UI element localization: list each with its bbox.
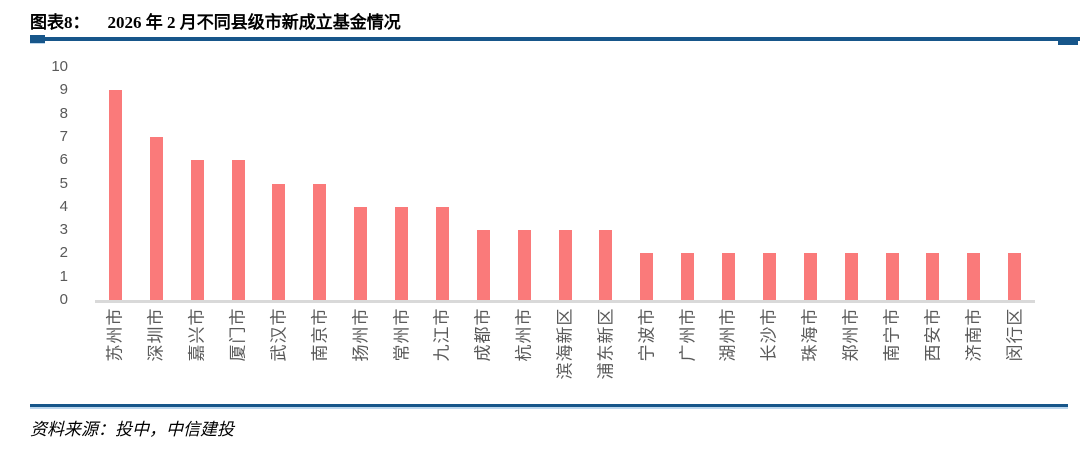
x-axis-label: 滨海新区 [555, 307, 575, 380]
x-axis-label: 成都市 [473, 307, 493, 362]
x-axis-label: 九江市 [432, 307, 452, 362]
x-axis-label: 深圳市 [146, 307, 166, 362]
bar-column [667, 67, 708, 300]
footer-rule [30, 404, 1068, 409]
x-axis-label: 常州市 [392, 307, 412, 362]
source-note: 资料来源：投中，中信建投 [30, 420, 234, 439]
bar [803, 253, 817, 300]
bar-column [463, 67, 504, 300]
bar [885, 253, 899, 300]
bar [558, 230, 572, 300]
x-axis-label: 南宁市 [882, 307, 902, 362]
figure-header: 图表8： 2026 年 2 月不同县级市新成立基金情况 [30, 8, 401, 33]
y-axis-tick-label: 0 [59, 291, 68, 308]
bar-column [136, 67, 177, 300]
bar [681, 253, 695, 300]
bar-column [340, 67, 381, 300]
figure-number-label: 图表8： [30, 13, 90, 32]
x-axis-label: 西安市 [923, 307, 943, 362]
bar-column [831, 67, 872, 300]
header-rule [30, 35, 1080, 45]
x-axis-label: 扬州市 [351, 307, 371, 362]
bar [844, 253, 858, 300]
bar-column [872, 67, 913, 300]
bar-column [708, 67, 749, 300]
bar-column [545, 67, 586, 300]
bar-chart: 10 9 8 7 6 5 4 3 2 1 0 苏州市 深圳市 嘉兴市 厦门市 武汉市 南京市 扬州市 常州市 九江市… [40, 58, 1048, 400]
bar [313, 183, 327, 300]
bar-column [913, 67, 954, 300]
bar [108, 90, 122, 300]
y-axis-tick-label: 1 [59, 267, 68, 285]
figure-title: 2026 年 2 月不同县级市新成立基金情况 [107, 13, 401, 32]
x-axis-label: 珠海市 [800, 307, 820, 362]
x-axis-label: 济南市 [964, 307, 984, 362]
bar [395, 206, 409, 300]
bar-column [790, 67, 831, 300]
header-rule-left-cap [30, 35, 45, 44]
x-axis-label: 长沙市 [759, 307, 779, 362]
bar [722, 253, 736, 300]
bar-column [218, 67, 259, 300]
y-axis-tick-label: 8 [59, 104, 68, 122]
bar-column [177, 67, 218, 300]
y-axis-tick-label: 10 [51, 58, 68, 75]
bar-column [259, 67, 300, 300]
bar-column [749, 67, 790, 300]
bar-column [626, 67, 667, 300]
bar [231, 160, 245, 300]
x-axis-label: 杭州市 [514, 307, 534, 362]
y-axis-tick-label: 2 [59, 244, 68, 262]
plot-area [95, 67, 1035, 303]
x-axis-label: 嘉兴市 [187, 307, 207, 362]
bar [435, 206, 449, 300]
bar [517, 230, 531, 300]
y-axis-tick-label: 4 [59, 197, 68, 215]
bar-column [994, 67, 1035, 300]
bar-column [586, 67, 627, 300]
bar [149, 136, 163, 300]
x-axis-label: 浦东新区 [596, 307, 616, 380]
bar [762, 253, 776, 300]
bar-column [953, 67, 994, 300]
x-axis-label: 苏州市 [105, 307, 125, 362]
x-axis-label: 武汉市 [269, 307, 289, 362]
bar [926, 253, 940, 300]
x-axis-label: 厦门市 [228, 307, 248, 362]
bar-column [299, 67, 340, 300]
bar [599, 230, 613, 300]
x-axis-label: 宁波市 [637, 307, 657, 362]
x-axis-label: 广州市 [678, 307, 698, 362]
y-axis-tick-label: 7 [59, 127, 68, 145]
header-rule-right-cap [1058, 37, 1078, 45]
bar [476, 230, 490, 300]
x-axis-label: 南京市 [310, 307, 330, 362]
bar-column [381, 67, 422, 300]
bar-column [422, 67, 463, 300]
bar [1008, 253, 1022, 300]
bar [640, 253, 654, 300]
bar-column [95, 67, 136, 300]
x-axis-label: 闵行区 [1005, 307, 1025, 362]
bar [272, 183, 286, 300]
y-axis-tick-label: 6 [59, 151, 68, 169]
x-axis-label: 湖州市 [718, 307, 738, 362]
y-axis-tick-label: 9 [59, 81, 68, 99]
bar [190, 160, 204, 300]
bar [967, 253, 981, 300]
x-axis-label: 郑州市 [841, 307, 861, 362]
y-axis-tick-label: 5 [59, 174, 68, 192]
bar-column [504, 67, 545, 300]
y-axis-tick-label: 3 [59, 221, 68, 239]
bar [354, 206, 368, 300]
